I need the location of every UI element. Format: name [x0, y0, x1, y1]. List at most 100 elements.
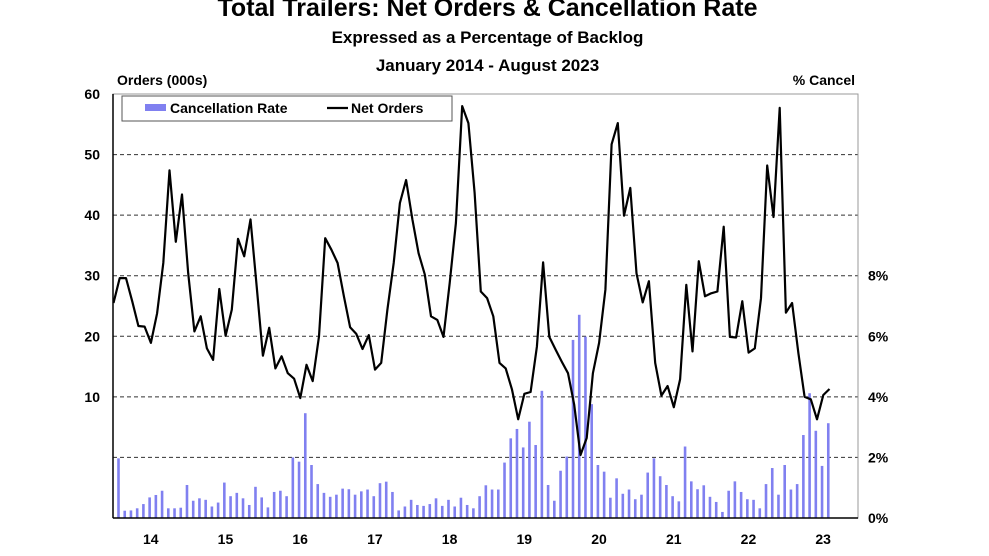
- cancellation-rate-bar: [658, 476, 662, 518]
- cancellation-rate-bar: [584, 336, 587, 518]
- right-tick-label: 0%: [868, 510, 889, 526]
- legend-swatch-cancellation-rate: [145, 104, 166, 111]
- cancellation-rate-bar: [559, 470, 562, 518]
- x-tick-label: 14: [143, 531, 159, 547]
- cancellation-rate-bar: [397, 510, 400, 518]
- cancellation-rate-bar: [391, 491, 394, 518]
- cancellation-rate-bar: [814, 430, 818, 518]
- cancellation-rate-bar: [241, 498, 245, 518]
- cancellation-rate-bar: [714, 501, 718, 518]
- cancellation-rate-bar: [652, 458, 656, 518]
- x-tick-label: 18: [442, 531, 458, 547]
- cancellation-rate-bar: [403, 506, 407, 518]
- cancellation-rate-bar: [820, 465, 824, 518]
- cancellation-rate-bar: [291, 457, 295, 518]
- cancellation-rate-bar: [515, 428, 519, 518]
- cancellation-rate-bar: [210, 506, 214, 518]
- cancellation-rate-bar: [727, 490, 730, 518]
- cancellation-rate-bar: [272, 491, 276, 518]
- cancellation-rate-bar: [465, 504, 469, 518]
- cancellation-rate-bar: [447, 499, 450, 518]
- x-tick-label: 19: [517, 531, 533, 547]
- cancellation-rate-bar: [683, 446, 687, 518]
- cancellation-rate-bar: [472, 508, 475, 518]
- cancellation-rate-bar: [247, 504, 251, 518]
- cancellation-rate-bar: [596, 465, 600, 518]
- cancellation-rate-bar: [764, 484, 768, 518]
- legend: Cancellation Rate Net Orders: [121, 95, 453, 122]
- cancellation-rate-bar: [795, 484, 799, 518]
- cancellation-rate-bar: [627, 489, 631, 518]
- cancellation-rate-bar: [496, 489, 500, 518]
- cancellation-rate-bar: [285, 496, 288, 518]
- cancellation-rate-bar: [826, 423, 830, 518]
- cancellation-rate-bar: [633, 499, 637, 518]
- chart-subtitle: Expressed as a Percentage of Backlog: [331, 28, 644, 47]
- right-axis-label: % Cancel: [793, 72, 855, 88]
- cancellation-rate-bar: [167, 508, 170, 518]
- cancellation-rate-bar: [615, 478, 618, 518]
- x-tick-label: 22: [741, 531, 757, 547]
- cancellation-rate-bar: [478, 496, 481, 518]
- cancellation-rate-bar: [422, 505, 425, 518]
- cancellation-rate-bar: [565, 456, 569, 518]
- left-tick-label: 10: [84, 389, 100, 405]
- cancellation-rate-bar: [173, 508, 176, 518]
- cancellation-rate-bar: [123, 510, 127, 518]
- cancellation-rate-bar: [640, 494, 643, 518]
- cancellation-rate-bar: [590, 404, 593, 518]
- cancellation-rate-bar: [372, 496, 376, 518]
- x-tick-label: 21: [666, 531, 682, 547]
- cancellation-rate-bar: [646, 472, 650, 518]
- cancellation-rate-bar: [279, 490, 282, 518]
- net-orders-line: [112, 105, 831, 457]
- legend-label-cancellation-rate: Cancellation Rate: [170, 100, 288, 116]
- cancellation-rate-bar: [553, 500, 556, 518]
- x-tick-label: 16: [292, 531, 308, 547]
- cancellation-rate-bar: [353, 494, 357, 518]
- plot-frame: [112, 93, 859, 519]
- cancellation-rate-bar: [179, 507, 183, 518]
- right-tick-label: 8%: [868, 268, 889, 284]
- cancellation-rate-bar: [335, 494, 338, 518]
- cancellation-rate-bar: [216, 502, 220, 518]
- cancellation-rate-bar: [135, 508, 139, 518]
- cancellation-rate-bar: [360, 491, 363, 518]
- cancellation-rate-bar: [484, 485, 488, 518]
- cancellation-rate-bar: [347, 489, 351, 518]
- cancellation-rate-bar: [148, 497, 151, 518]
- cancellation-rate-bar: [154, 494, 158, 518]
- right-tick-label: 4%: [868, 389, 889, 405]
- cancellation-rate-bar: [677, 501, 681, 518]
- cancellation-rate-bar: [577, 314, 581, 518]
- cancellation-rate-bar: [783, 465, 786, 518]
- cancellation-rate-bar: [378, 483, 382, 518]
- cancellation-rate-bar: [434, 498, 438, 518]
- cancellation-rate-bar: [223, 482, 226, 518]
- cancellation-rate-bar: [789, 489, 793, 518]
- cancellation-rate-bar: [503, 462, 506, 518]
- cancellation-rate-bar: [802, 435, 805, 518]
- cancellation-rate-bar: [303, 413, 307, 518]
- cancellation-rate-bar: [708, 496, 712, 518]
- x-tick-label: 23: [815, 531, 831, 547]
- cancellation-rate-bar: [266, 507, 270, 518]
- cancellation-rate-bar: [310, 465, 313, 518]
- cancellation-rate-bar: [671, 496, 674, 518]
- right-tick-label: 6%: [868, 328, 889, 344]
- cancellation-rate-bar: [117, 458, 120, 518]
- cancellation-rate-bar: [621, 493, 625, 518]
- chart-title: Total Trailers: Net Orders & Cancellatio…: [217, 0, 758, 22]
- cancellation-rate-bar: [733, 481, 737, 518]
- cancellation-rate-bar: [322, 492, 326, 518]
- cancellation-rate-bar: [409, 499, 413, 518]
- cancellation-rate-bar: [546, 484, 550, 518]
- cancellation-rate-bar: [129, 510, 133, 518]
- cancellation-rate-bar: [696, 489, 699, 518]
- cancellation-rate-bar: [254, 486, 257, 518]
- cancellation-rate-bar: [602, 471, 606, 518]
- cancellation-rate-bar: [777, 494, 780, 518]
- cancellation-rate-bar: [752, 499, 755, 518]
- cancellation-rate-bar: [609, 497, 612, 518]
- cancellation-rate-bar: [366, 489, 369, 518]
